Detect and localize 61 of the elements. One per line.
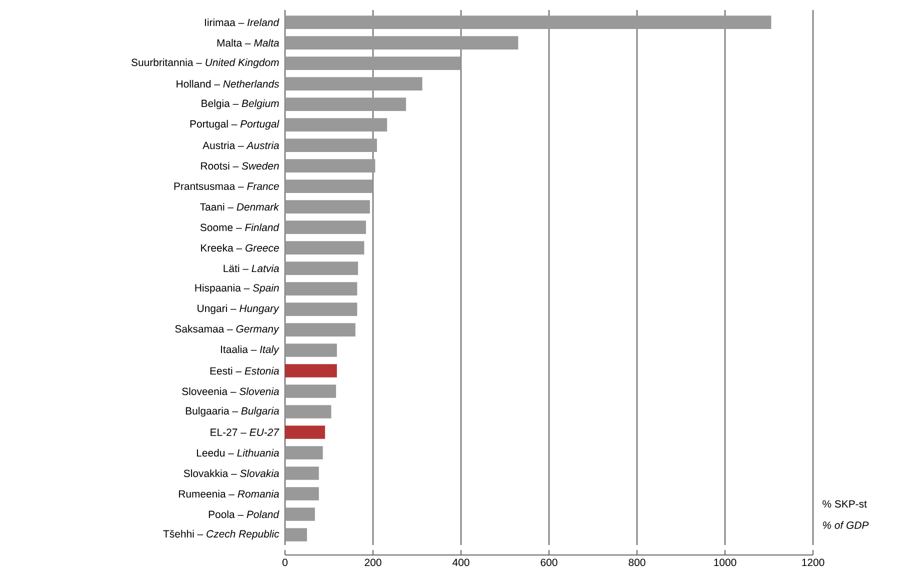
x-tick-label: 200: [364, 558, 382, 566]
x-tick-label: 400: [452, 558, 470, 566]
x-tick-label: 1000: [714, 558, 736, 566]
bar: [285, 138, 377, 152]
y-tick-label: Kreeka – Greece: [201, 244, 279, 252]
y-tick-label: Prantsusmaa – France: [174, 182, 279, 190]
y-tick-label: Rootsi – Sweden: [201, 162, 279, 170]
bar: [285, 36, 518, 50]
y-tick-label: Hispaania – Spain: [195, 284, 279, 294]
bar: [285, 241, 364, 254]
y-tick-label: Malta – Malta: [217, 38, 279, 47]
bar: [285, 262, 358, 275]
bar: [285, 77, 422, 90]
y-tick-label: Sloveenia – Slovenia: [182, 387, 279, 396]
bar: [285, 528, 308, 542]
bar: [285, 323, 356, 336]
bar: [285, 118, 388, 132]
bar: [285, 466, 319, 480]
y-tick-label: Holland – Netherlands: [176, 80, 280, 88]
y-tick-label: Ungari – Hungary: [198, 304, 280, 314]
bar: [285, 282, 358, 296]
x-tick-label: 800: [628, 558, 646, 566]
y-tick-label: Saksamaa – Germany: [175, 324, 280, 335]
y-tick-label: Bulgaaria – Bulgaria: [186, 406, 279, 417]
bar: [285, 384, 336, 398]
bar: [285, 487, 319, 500]
y-tick-label: Eesti – Estonia: [210, 366, 279, 375]
x-tick-label: 1200: [802, 558, 824, 566]
y-tick-label: Läti – Latvia: [224, 264, 279, 272]
bar: [285, 200, 370, 214]
bar: [285, 508, 315, 521]
bar: [285, 446, 323, 460]
y-tick-label: Leedu – Lithuania: [196, 448, 279, 457]
y-tick-label: Itaalia – Italy: [221, 345, 280, 356]
bar: [285, 364, 337, 378]
y-tick-label: Belgia – Belgium: [202, 99, 279, 110]
y-tick-label: Portugal – Portugal: [190, 120, 280, 130]
bar: [285, 344, 337, 357]
x-tick-label: 0: [282, 558, 288, 566]
y-tick-label: Taani – Denmark: [200, 202, 280, 211]
y-tick-label: Soome – Finland: [200, 223, 280, 232]
bar: [285, 426, 326, 439]
x-tick-label: 600: [540, 558, 558, 566]
bar: [285, 56, 462, 70]
bar: [285, 98, 406, 111]
y-tick-label: Iirimaa – Ireland: [205, 18, 280, 26]
text: % of GDP: [822, 521, 869, 529]
text: % SKP-st: [822, 500, 867, 508]
bar: [285, 220, 366, 234]
y-tick-label: Suurbritannia – United Kingdom: [132, 58, 279, 68]
bar: [285, 180, 374, 193]
y-tick-label: Poola – Poland: [208, 510, 280, 518]
bar: [285, 302, 358, 316]
y-tick-label: Rumeenia – Romania: [179, 490, 279, 498]
bar: [285, 16, 772, 29]
y-tick-label: Slovakkia – Slovakia: [184, 469, 279, 478]
y-tick-label: EL-27 – EU-27: [210, 428, 280, 436]
bar: [285, 405, 332, 418]
y-tick-label: Tšehhi – Czech Republic: [163, 530, 280, 540]
y-tick-label: Austria – Austria: [202, 141, 279, 150]
bar: [285, 159, 376, 172]
